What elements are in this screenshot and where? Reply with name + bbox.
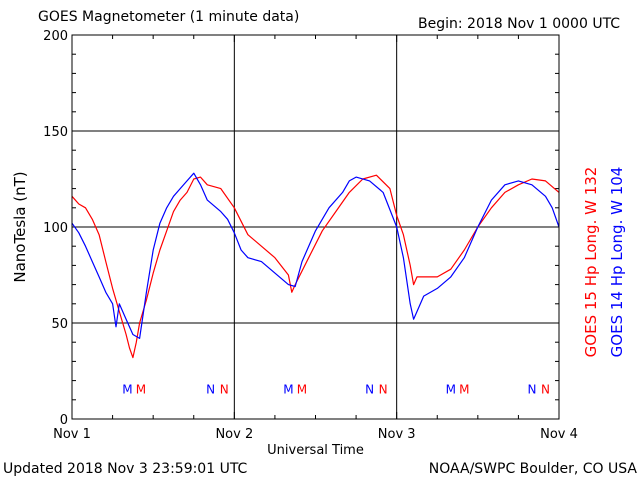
event-marker: N: [365, 382, 374, 396]
event-marker: M: [446, 382, 456, 396]
event-marker: N: [220, 382, 229, 396]
event-marker: M: [459, 382, 469, 396]
y-tick-label: 0: [60, 413, 68, 428]
x-tick-label: Nov 2: [215, 427, 253, 442]
series-line-goes14: [71, 172, 560, 339]
x-tick-label: Nov 4: [540, 427, 578, 442]
event-marker: M: [136, 382, 146, 396]
begin-time: Begin: 2018 Nov 1 0000 UTC: [418, 16, 621, 32]
x-tick-label: Nov 3: [378, 427, 416, 442]
chart-title: GOES Magnetometer (1 minute data): [38, 9, 300, 25]
updated-timestamp: Updated 2018 Nov 3 23:59:01 UTC: [3, 461, 248, 477]
event-marker: N: [527, 382, 536, 396]
x-tick-label: Nov 1: [53, 427, 91, 442]
series-line-goes15: [71, 174, 560, 359]
event-marker: N: [206, 382, 215, 396]
event-marker: N: [541, 382, 550, 396]
y-tick-label: 100: [43, 221, 68, 236]
y-tick-label: 50: [51, 317, 68, 332]
legend-goes15: GOES 15 Hp Long. W 132: [582, 167, 600, 358]
source-credit: NOAA/SWPC Boulder, CO USA: [428, 461, 637, 477]
y-tick-label: 150: [43, 125, 68, 140]
event-marker: M: [122, 382, 132, 396]
y-axis-label: NanoTesla (nT): [11, 171, 29, 282]
event-marker: N: [379, 382, 388, 396]
plot-frame: [71, 34, 560, 420]
event-marker: M: [283, 382, 293, 396]
event-marker: M: [297, 382, 307, 396]
y-tick-label: 200: [43, 29, 68, 44]
legend-goes14: GOES 14 Hp Long. W 104: [608, 167, 626, 358]
x-axis-label: Universal Time: [267, 443, 364, 458]
